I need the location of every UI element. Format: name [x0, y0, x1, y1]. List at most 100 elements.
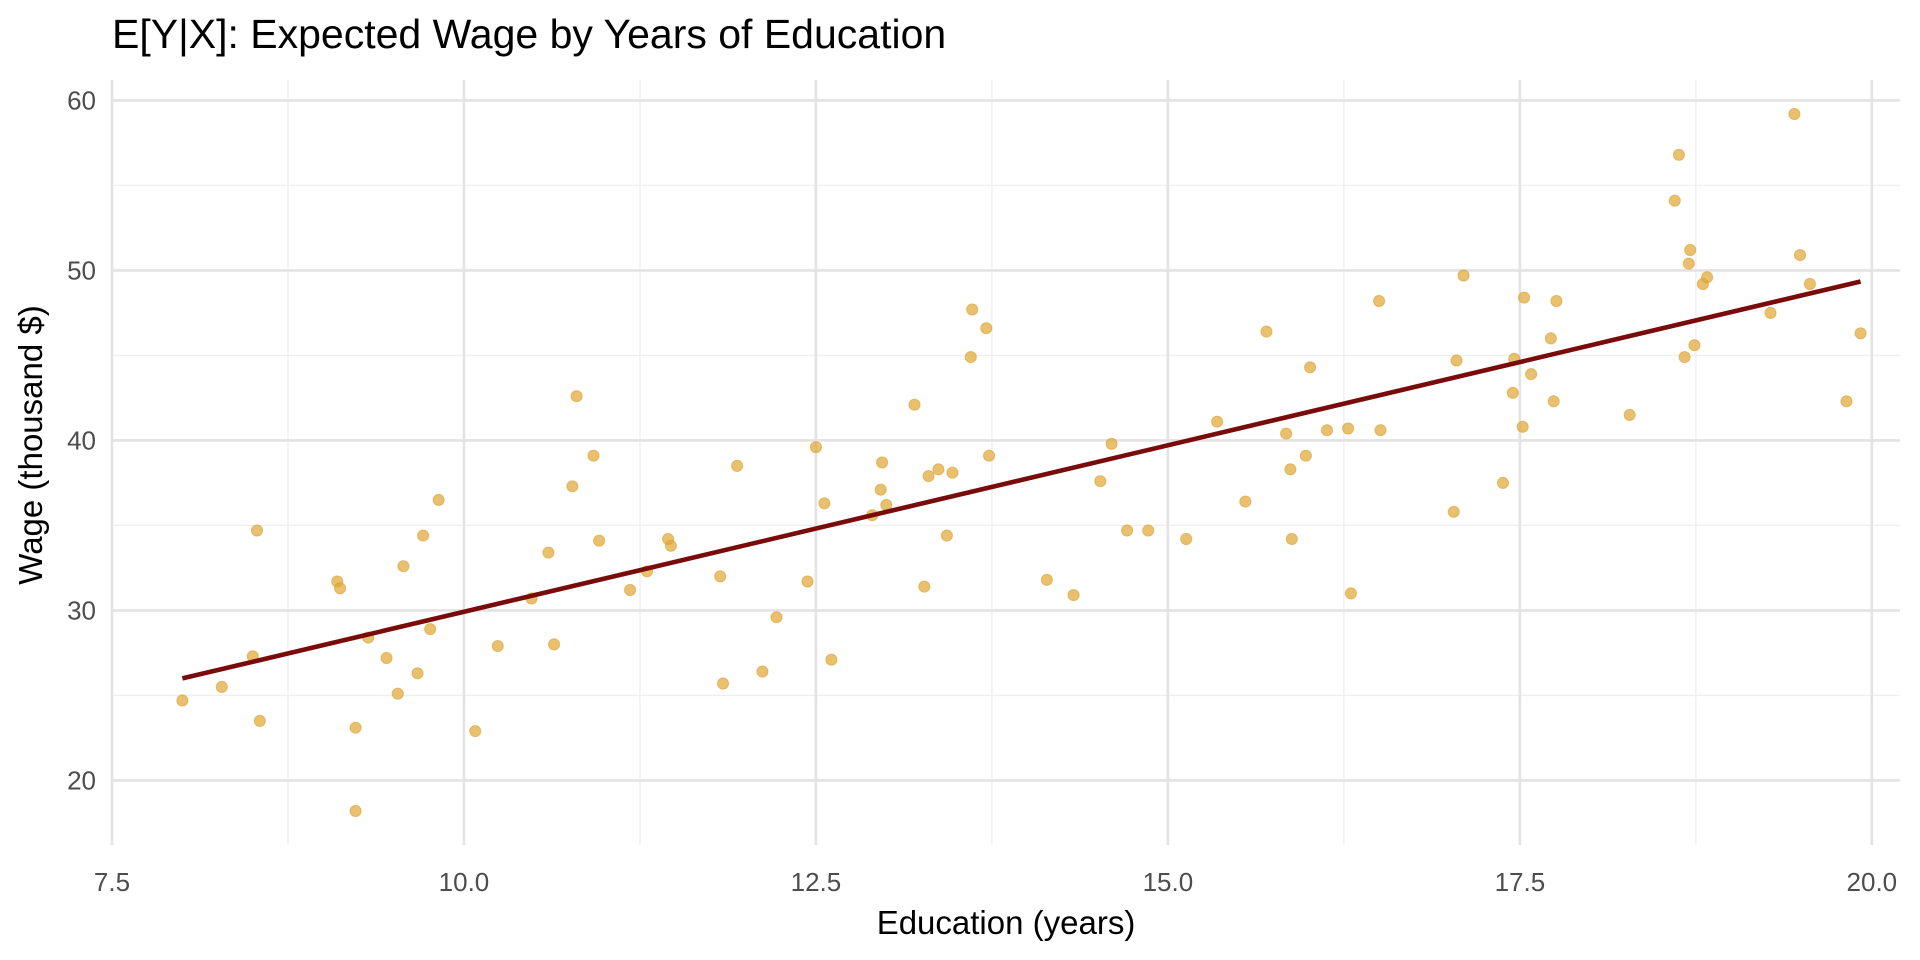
scatter-point	[964, 351, 977, 364]
scatter-point	[1682, 257, 1695, 270]
scatter-point	[380, 651, 393, 665]
scatter-point	[432, 493, 445, 506]
scatter-point	[253, 714, 266, 728]
x-tick-label: 10.0	[439, 867, 490, 897]
x-axis-title: Education (years)	[877, 904, 1136, 941]
scatter-point	[1854, 327, 1867, 340]
scatter-point	[664, 539, 678, 552]
scatter-point	[1668, 194, 1681, 207]
scatter-point	[1372, 294, 1386, 308]
scatter-point	[349, 804, 362, 818]
scatter-point	[1550, 294, 1563, 308]
y-axis-title: Wage (thousand $)	[12, 305, 49, 584]
scatter-point	[1803, 277, 1816, 291]
scatter-point	[566, 480, 579, 493]
scatter-point	[1284, 463, 1297, 476]
scatter-point	[1684, 243, 1697, 257]
scatter-point	[587, 449, 600, 462]
scatter-point	[1788, 107, 1801, 121]
fit-line-layer	[181, 279, 1862, 681]
scatter-point	[250, 524, 264, 537]
scatter-point	[918, 580, 931, 593]
scatter-point	[1040, 573, 1053, 586]
scatter-point	[1285, 532, 1298, 546]
scatter-point	[730, 459, 744, 472]
scatter-point	[397, 560, 410, 573]
scatter-point	[1516, 420, 1529, 433]
scatter-point	[1544, 332, 1557, 345]
scatter-point	[1840, 395, 1853, 408]
scatter-point	[1374, 424, 1387, 437]
scatter-point	[1067, 589, 1080, 602]
x-tick-label: 20.0	[1847, 867, 1898, 897]
scatter-point	[411, 667, 424, 680]
scatter-point	[1496, 476, 1510, 489]
scatter-point	[1525, 368, 1538, 381]
scatter-point	[1457, 269, 1470, 282]
scatter-point	[1320, 424, 1334, 437]
scatter-point	[908, 398, 921, 411]
scatter-point	[932, 463, 945, 476]
scatter-point	[417, 529, 430, 542]
scatter-point	[1701, 271, 1714, 284]
scatter-point	[469, 725, 482, 738]
scatter-point	[424, 623, 437, 636]
x-tick-label: 12.5	[791, 867, 842, 897]
scatter-point	[1623, 408, 1636, 421]
scatter-point	[1678, 351, 1691, 364]
scatter-point	[876, 456, 889, 469]
scatter-point	[1450, 354, 1463, 367]
chart-title: E[Y|X]: Expected Wage by Years of Educat…	[112, 11, 946, 57]
scatter-point	[1260, 325, 1273, 338]
scatter-point	[716, 677, 730, 690]
tick-labels: 7.5 10.0 12.5 15.0 17.5 20.0 20 30 40 50 60	[67, 85, 1897, 897]
y-tick-label: 60	[67, 85, 96, 115]
scatter-point	[940, 529, 953, 542]
scatter-point	[1211, 415, 1224, 428]
scatter-point	[1672, 148, 1686, 161]
scatter-point	[1304, 361, 1317, 374]
scatter-point	[756, 665, 769, 678]
grid-lines	[110, 80, 1900, 845]
scatter-point	[593, 534, 606, 547]
scatter-point	[770, 611, 783, 624]
scatter-point	[1764, 306, 1777, 319]
scatter-point	[801, 575, 814, 588]
scatter-point	[1105, 437, 1118, 450]
scatter-point	[1239, 495, 1252, 508]
scatter-point	[1688, 339, 1701, 352]
scatter-point	[922, 470, 935, 483]
scatter-point	[491, 640, 504, 653]
scatter-point	[874, 483, 887, 496]
scatter-point	[946, 466, 959, 479]
scatter-point	[1142, 524, 1155, 537]
scatter-point	[818, 497, 831, 510]
y-tick-label: 30	[67, 595, 96, 625]
scatter-point	[215, 680, 228, 694]
scatter-point	[623, 583, 637, 597]
x-tick-label: 17.5	[1495, 867, 1546, 897]
scatter-points	[176, 107, 1867, 818]
scatter-point	[1547, 395, 1560, 408]
y-tick-label: 40	[67, 425, 96, 455]
scatter-point	[1344, 587, 1358, 600]
scatter-point	[349, 721, 362, 734]
scatter-point	[1180, 532, 1193, 546]
scatter-point	[983, 449, 996, 462]
y-tick-label: 50	[67, 255, 96, 285]
fit-line	[181, 279, 1862, 681]
x-tick-label: 15.0	[1143, 867, 1194, 897]
scatter-point	[542, 546, 555, 559]
scatter-point	[1517, 291, 1531, 304]
scatter-point	[547, 638, 561, 651]
scatter-point	[809, 441, 823, 454]
scatter-point	[1299, 449, 1312, 462]
scatter-point	[1447, 505, 1460, 518]
scatter-point	[825, 653, 838, 666]
y-tick-label: 20	[67, 765, 96, 795]
scatter-point	[980, 322, 993, 335]
scatter-point	[1506, 386, 1519, 399]
scatter-point	[966, 303, 979, 316]
